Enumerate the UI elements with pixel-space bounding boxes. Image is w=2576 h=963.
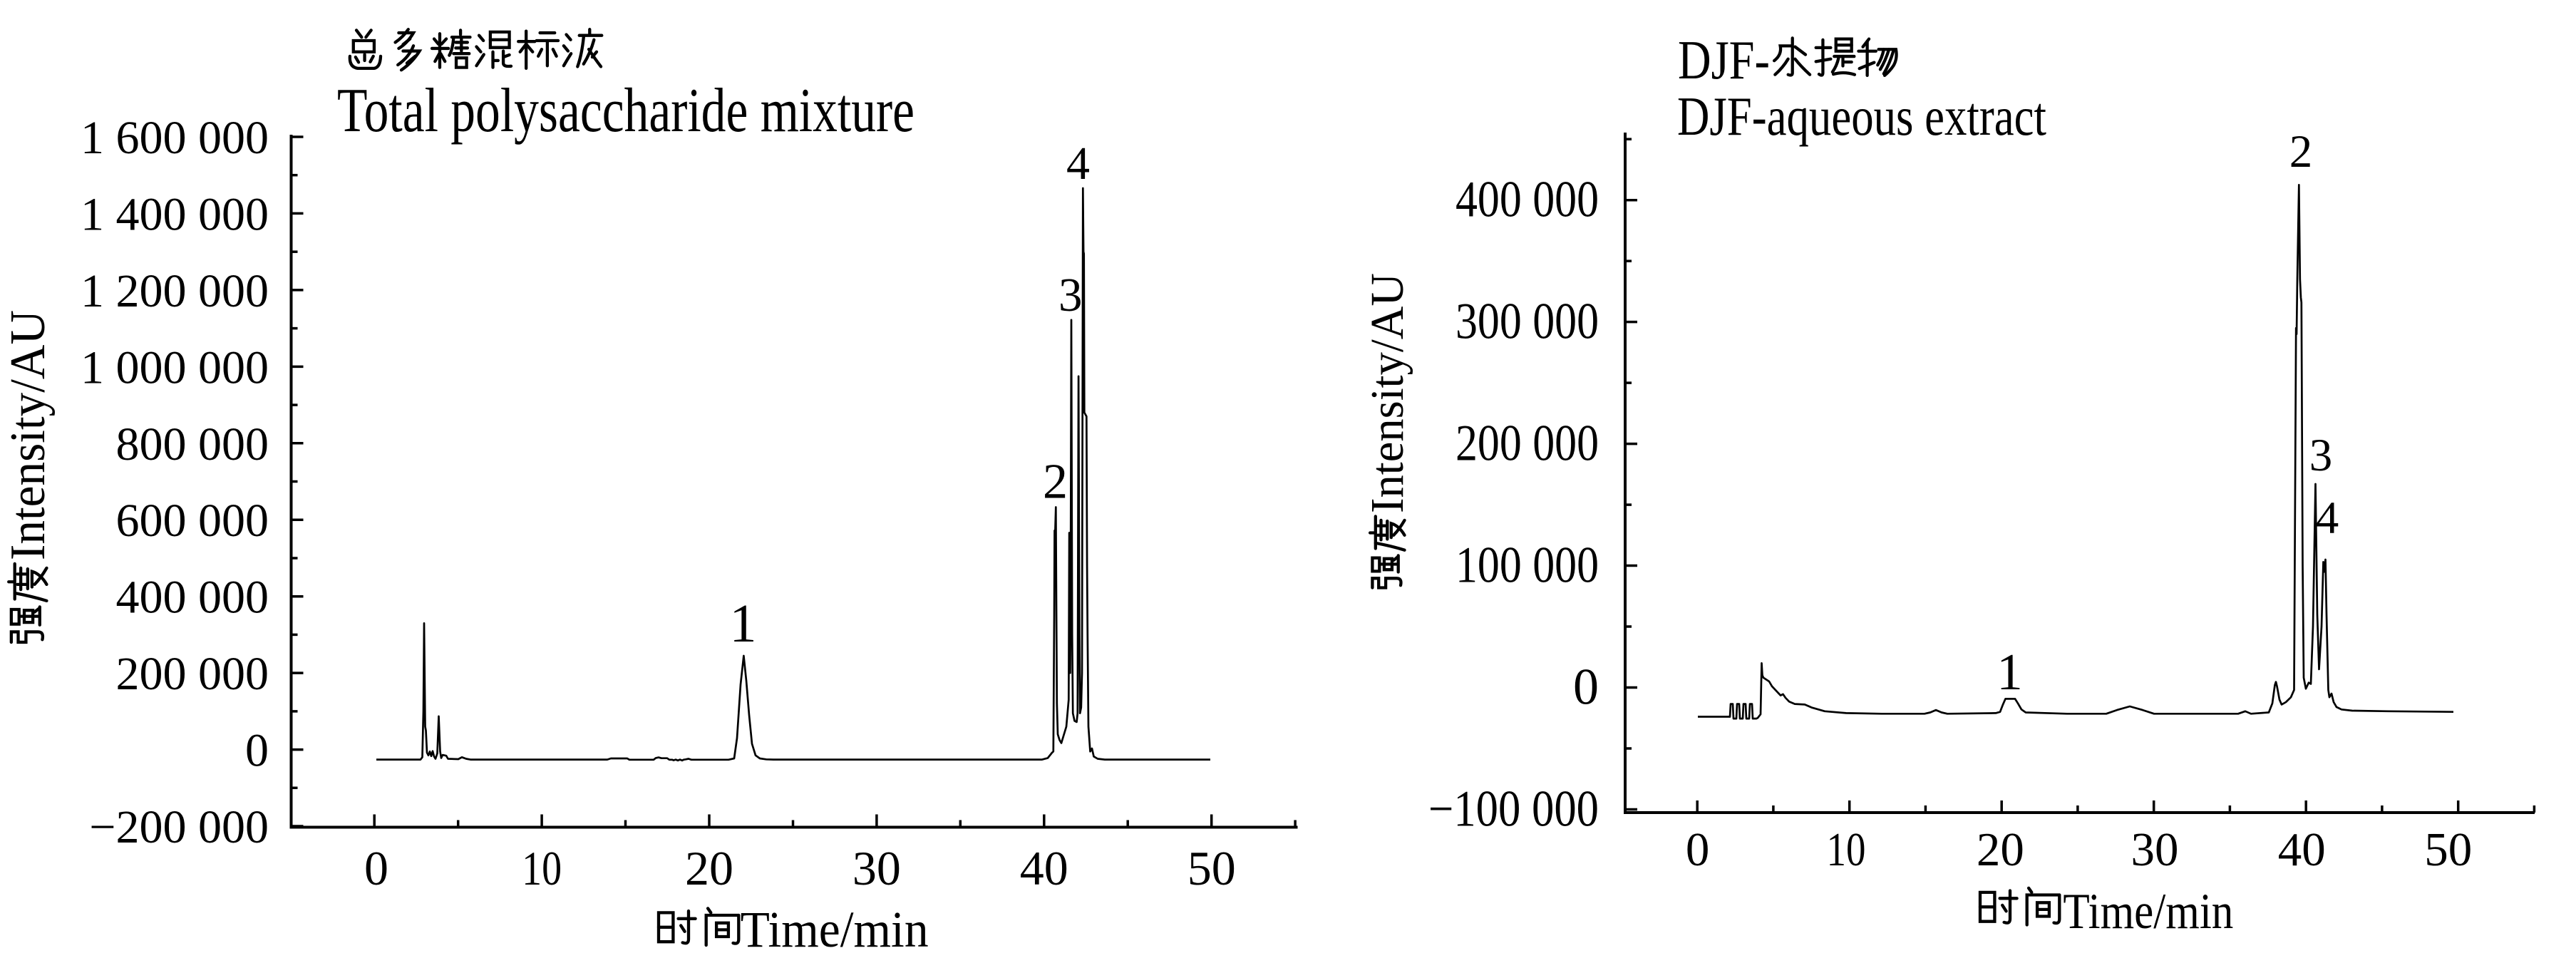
svg-text:DJF-: DJF- <box>1678 29 1770 91</box>
svg-text:3: 3 <box>2309 430 2333 481</box>
svg-text:20: 20 <box>1977 823 2024 876</box>
svg-text:10: 10 <box>522 841 562 895</box>
svg-text:400 000: 400 000 <box>1456 171 1599 228</box>
svg-text:300 000: 300 000 <box>1456 293 1599 350</box>
svg-text:2: 2 <box>1043 455 1068 510</box>
svg-text:40: 40 <box>1020 841 1068 895</box>
svg-text:40: 40 <box>2278 823 2326 876</box>
svg-text:4: 4 <box>1066 138 1090 190</box>
svg-text:0: 0 <box>1686 823 1710 876</box>
svg-text:Intensity/AU: Intensity/AU <box>1361 273 1413 513</box>
svg-text:1 000 000: 1 000 000 <box>81 341 269 393</box>
svg-text:0: 0 <box>364 841 388 895</box>
svg-text:1: 1 <box>1997 643 2023 701</box>
svg-text:DJF-aqueous extract: DJF-aqueous extract <box>1677 86 2046 147</box>
svg-text:Time/min: Time/min <box>2063 884 2233 939</box>
svg-text:200 000: 200 000 <box>1456 415 1599 472</box>
svg-text:100 000: 100 000 <box>1456 537 1599 594</box>
svg-text:0: 0 <box>245 725 269 777</box>
svg-text:50: 50 <box>2424 823 2472 876</box>
svg-text:50: 50 <box>1187 841 1236 895</box>
svg-text:600 000: 600 000 <box>116 495 269 547</box>
svg-text:10: 10 <box>1827 823 1866 876</box>
svg-text:−100 000: −100 000 <box>1428 781 1599 838</box>
svg-text:3: 3 <box>1058 269 1083 321</box>
svg-text:800 000: 800 000 <box>116 418 269 470</box>
svg-text:400 000: 400 000 <box>116 572 269 624</box>
svg-text:−200 000: −200 000 <box>89 801 269 853</box>
svg-text:Time/min: Time/min <box>741 901 929 958</box>
svg-text:200 000: 200 000 <box>116 648 269 700</box>
svg-text:Intensity/AU: Intensity/AU <box>1 310 56 560</box>
svg-text:1: 1 <box>730 594 757 654</box>
svg-text:0: 0 <box>1573 659 1599 716</box>
svg-text:2: 2 <box>2289 126 2313 177</box>
svg-text:30: 30 <box>2131 823 2179 876</box>
svg-text:1 400 000: 1 400 000 <box>81 188 269 240</box>
svg-text:1 600 000: 1 600 000 <box>81 112 269 164</box>
svg-text:30: 30 <box>852 841 901 895</box>
svg-text:4: 4 <box>2316 493 2339 544</box>
svg-text:20: 20 <box>685 841 733 895</box>
svg-text:Total polysaccharide mixture: Total polysaccharide mixture <box>337 76 915 145</box>
svg-text:1 200 000: 1 200 000 <box>81 265 269 317</box>
